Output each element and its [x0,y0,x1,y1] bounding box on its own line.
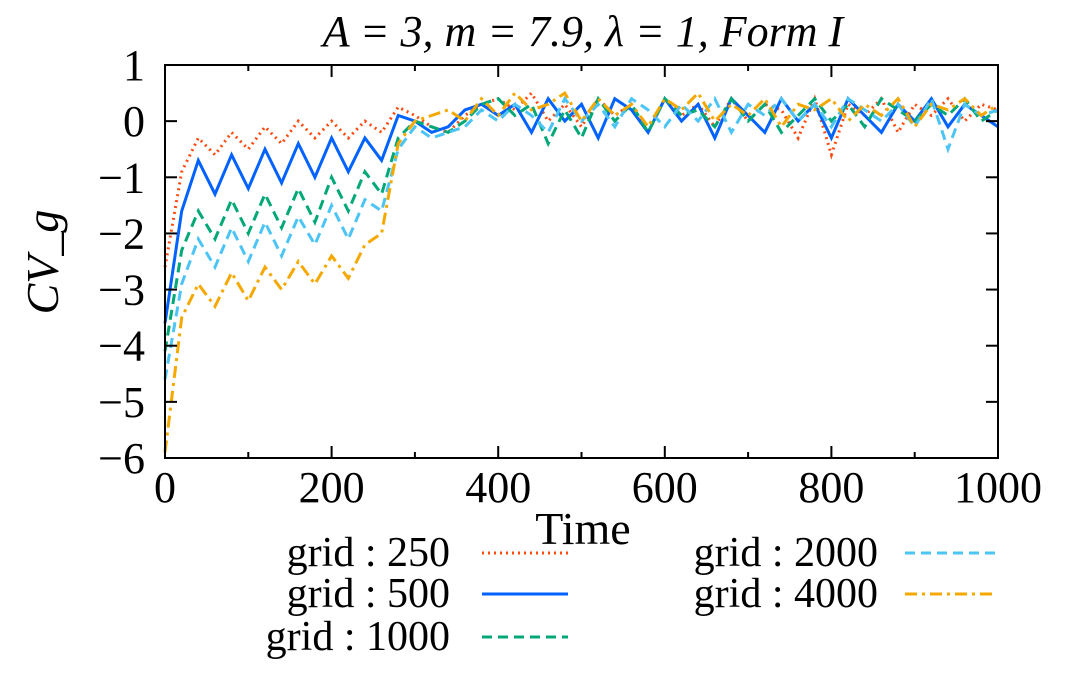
y-tick-label: −4 [98,322,145,371]
x-tick-label: 400 [465,463,531,512]
series-line-3 [163,95,999,380]
legend-label: grid : 250 [287,530,450,576]
x-tick-label: 200 [299,463,365,512]
x-tick-label: 0 [154,463,176,512]
x-axis-label: Time [535,503,630,554]
y-tick-label: −2 [98,209,145,258]
legend-entry: grid : 500 [287,571,568,617]
y-tick-label: −5 [98,378,145,427]
legend-label: grid : 1000 [266,614,450,660]
series-line-4 [163,90,999,453]
y-tick-label: −3 [98,266,145,315]
legend-label: grid : 2000 [694,530,878,576]
legend-entry: grid : 2000 [694,530,995,576]
x-tick-label: 1000 [954,463,1042,512]
y-tick-label: −6 [98,434,145,483]
legend-entry: grid : 250 [287,530,568,576]
series-lines [163,90,999,453]
legend-entry: grid : 1000 [266,614,568,660]
x-tick-label: 800 [798,463,864,512]
y-tick-label: 1 [123,41,145,90]
x-tick-label: 600 [632,463,698,512]
y-axis-label: CV_g [17,210,68,315]
series-line-2 [163,95,999,352]
y-tick-label: −1 [98,153,145,202]
legend-label: grid : 500 [287,571,450,617]
legend-label: grid : 4000 [694,571,878,617]
chart-title: A = 3, m = 7.9, λ = 1, Form I [320,7,846,56]
y-tick-label: 0 [123,97,145,146]
legend-entry: grid : 4000 [694,571,995,617]
axes: 0 200 400 600 800 1000 1 0 −1 −2 −3 −4 −5 −6 [98,41,1042,512]
